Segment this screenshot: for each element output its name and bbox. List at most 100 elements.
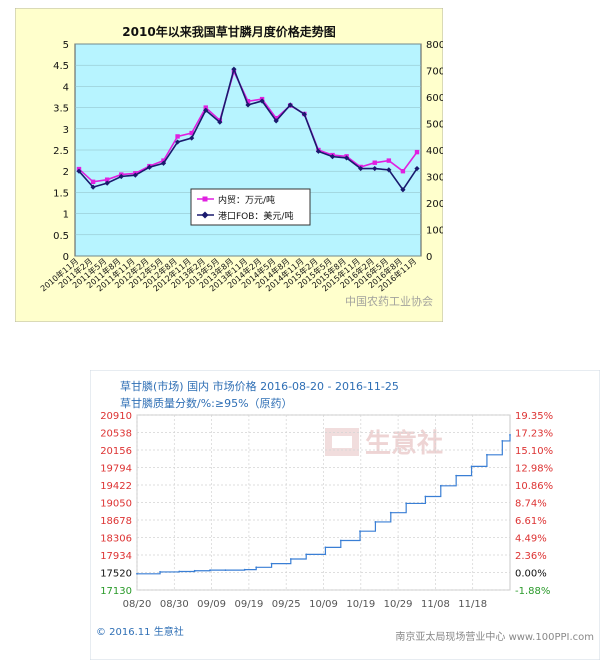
- chart2-series: [136, 434, 511, 575]
- legend-label-domestic: 内贸：万元/吨: [218, 194, 275, 206]
- chart2-right-tick-label: 17.23%: [515, 429, 553, 440]
- chart2-price-point: [193, 569, 196, 572]
- chart1-left-tick-label: 1.5: [53, 188, 69, 199]
- chart2-left-tick-label: 19422: [100, 481, 132, 492]
- chart1-right-tick-label: 5000: [426, 120, 443, 131]
- chart2-right-tick-label: 10.86%: [515, 481, 553, 492]
- chart1-left-tick-label: 4: [63, 82, 69, 93]
- chart1-point-port-fob: [273, 118, 279, 124]
- chart1-left-tick-label: 2.5: [53, 146, 69, 157]
- chart1-point-domestic: [372, 160, 377, 165]
- chart2-left-tick-label: 17130: [100, 586, 132, 597]
- chart1-title: 2010年以来我国草甘膦月度价格走势图: [122, 24, 335, 39]
- chart-glyphosate-monthly: 2010年以来我国草甘膦月度价格走势图 5 4.5 4 3.5 3 2.5 2 1.5 1 0.5…: [15, 8, 443, 322]
- chart2-right-tick-label: 2.36%: [515, 551, 547, 562]
- chart2-x-tick-label: 09/09: [197, 599, 226, 610]
- chart2-right-tick-label: 8.74%: [515, 499, 547, 510]
- chart2-price-point: [159, 571, 161, 573]
- chart2-price-point: [509, 434, 511, 436]
- chart1-point-port-fob: [189, 135, 195, 141]
- chart1-point-port-fob: [400, 187, 406, 193]
- chart1-gridlines: [75, 43, 421, 257]
- chart2-gridlines: [136, 414, 510, 591]
- chart1-point-port-fob: [132, 172, 138, 178]
- chart2-price-point: [439, 484, 442, 487]
- chart-glyphosate-daily: 草甘膦(市场) 国内 市场价格 2016-08-20 - 2016-11-25 …: [90, 370, 600, 660]
- chart2-x-tick-label: 08/30: [160, 599, 189, 610]
- chart1-point-port-fob: [90, 184, 96, 190]
- chart2-footer-right: 南京亚太局现场营业中心 www.100PPI.com: [395, 630, 594, 643]
- chart1-right-tick-label: 4000: [426, 146, 443, 157]
- chart2-price-point: [339, 539, 342, 542]
- chart1-legend-box: [190, 188, 311, 226]
- chart2-left-tick-label: 17520: [100, 569, 132, 580]
- chart1-point-domestic: [203, 105, 208, 110]
- chart2-price-point: [455, 474, 458, 477]
- chart2-subtitle: 草甘膦质量分数/%:≥95%（原药）: [120, 397, 293, 410]
- chart1-point-port-fob: [231, 66, 237, 72]
- chart1-right-tick-label: 8000: [426, 40, 443, 51]
- chart2-right-tick-label: -1.88%: [515, 586, 550, 597]
- chart1-left-tick-label: 3.5: [53, 104, 69, 115]
- chart1-watermark: 中国农药工业协会: [345, 294, 433, 308]
- chart2-left-axis: 20910 20538 20156 19794 19422 19050 18678 18306…: [100, 411, 132, 597]
- chart2-price-point: [374, 521, 377, 523]
- chart1-point-port-fob: [217, 119, 223, 125]
- chart1-point-domestic: [189, 130, 194, 136]
- chart2-price-point: [405, 502, 408, 505]
- chart1-point-port-fob: [372, 165, 378, 172]
- chart2-price-point: [270, 562, 273, 565]
- chart1-point-domestic: [175, 134, 180, 139]
- chart2-price-point: [501, 440, 504, 442]
- chart2-right-axis: 19.35% 17.23% 15.10% 12.98% 10.86% 8.74% 6.61%…: [515, 411, 553, 597]
- chart1-point-domestic: [414, 149, 420, 155]
- chart2-price-point: [424, 495, 427, 498]
- chart2-x-tick-label: 11/18: [458, 599, 487, 610]
- chart1-right-tick-label: 0: [426, 252, 432, 263]
- chart2-x-axis: 08/20 08/30 09/09 09/19 09/25 10/09 10/19 10/29…: [123, 599, 488, 610]
- chart2-price-point: [305, 553, 308, 556]
- chart1-point-domestic: [400, 169, 406, 174]
- chart2-left-tick-label: 20156: [100, 446, 132, 457]
- chart2-price-point: [224, 569, 227, 571]
- chart2-left-tick-label: 20910: [100, 411, 132, 422]
- chart2-right-tick-label: 19.35%: [515, 411, 553, 422]
- chart1-point-port-fob: [315, 148, 322, 154]
- chart1-point-port-fob: [146, 164, 153, 170]
- chart1-left-tick-label: 1: [63, 210, 69, 221]
- chart2-x-tick-label: 09/25: [272, 599, 301, 610]
- chart1-series: [76, 66, 420, 193]
- chart2-title: 草甘膦(市场) 国内 市场价格 2016-08-20 - 2016-11-25: [120, 379, 399, 393]
- chart2-price-point: [389, 511, 392, 514]
- legend-label-port-fob: 港口FOB：美元/吨: [218, 210, 293, 222]
- chart2-x-tick-label: 10/19: [346, 599, 375, 610]
- chart1-point-port-fob: [329, 154, 336, 160]
- chart2-left-tick-label: 18306: [100, 534, 132, 545]
- chart1-point-port-fob: [287, 102, 293, 108]
- chart2-price-point: [136, 572, 138, 575]
- chart2-x-tick-label: 08/20: [123, 599, 152, 610]
- chart2-price-point: [209, 569, 211, 571]
- chart1-point-port-fob: [245, 102, 251, 108]
- chart2-right-tick-label: 4.49%: [515, 534, 547, 545]
- chart1-point-port-fob: [160, 160, 167, 166]
- chart2-left-tick-label: 19050: [100, 499, 132, 510]
- chart2-right-tick-label: 0.00%: [515, 569, 547, 580]
- legend-marker-domestic: [202, 196, 208, 202]
- chart1-point-port-fob: [118, 173, 124, 180]
- chart2-price-point: [486, 453, 488, 456]
- chart1-left-tick-label: 3: [63, 125, 69, 136]
- legend-marker-port-fob: [201, 211, 209, 219]
- chart2-x-tick-label: 10/09: [309, 599, 338, 610]
- chart1-point-domestic: [245, 99, 251, 104]
- chart2-left-tick-label: 17934: [100, 551, 132, 562]
- chart1-point-port-fob: [414, 165, 420, 172]
- chart2-price-point: [289, 558, 292, 560]
- chart2-x-tick-label: 11/08: [421, 599, 450, 610]
- chart1-left-axis: 5 4.5 4 3.5 3 2.5 2 1.5 1 0.5 0: [53, 40, 69, 263]
- chart2-x-tick-label: 10/29: [384, 599, 413, 610]
- chart2-right-tick-label: 15.10%: [515, 446, 553, 457]
- chart1-point-port-fob: [174, 139, 181, 145]
